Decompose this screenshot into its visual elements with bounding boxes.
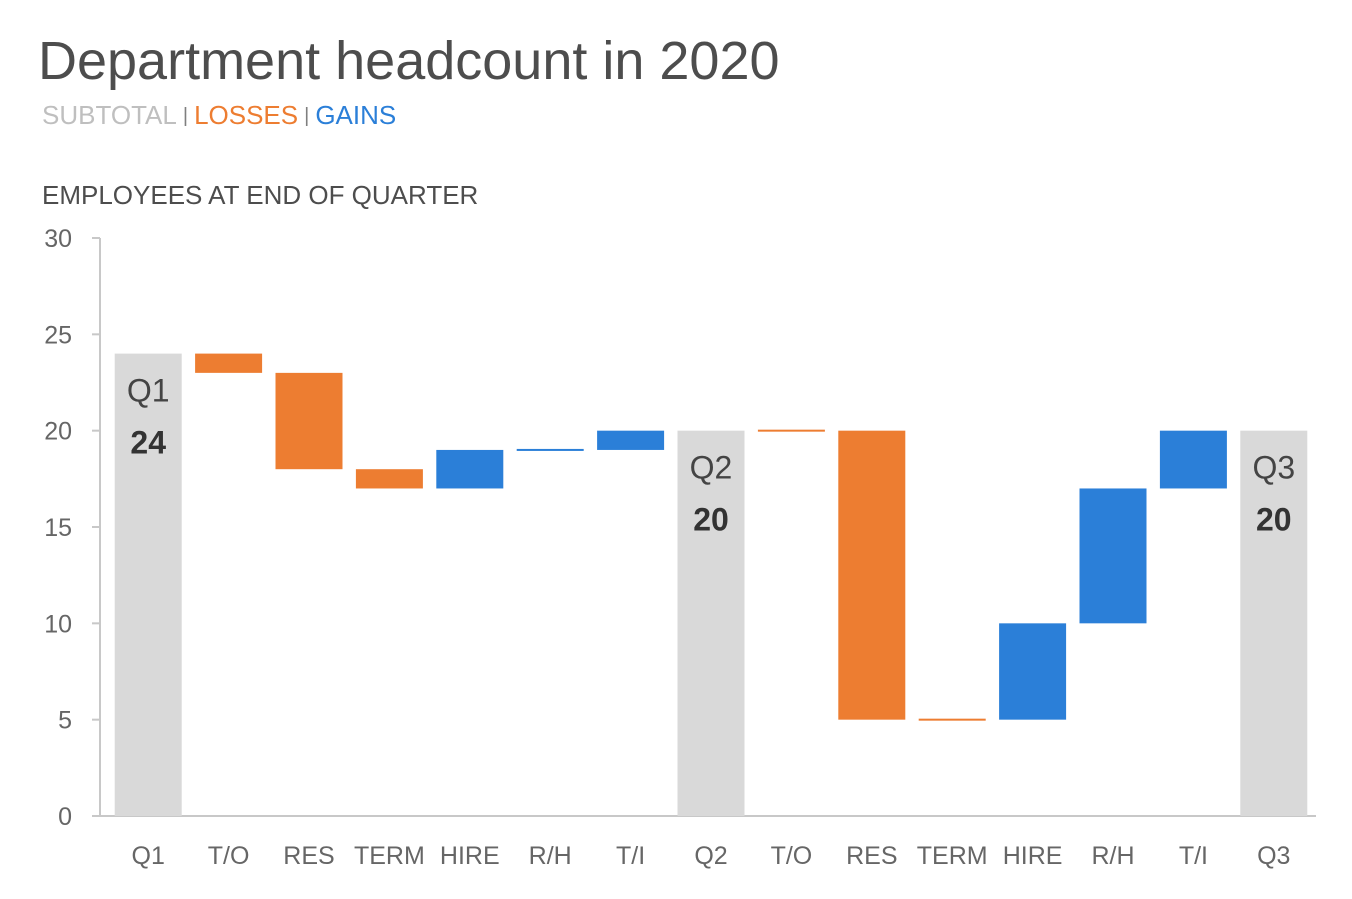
loss-bar bbox=[355, 469, 423, 489]
x-tick-label: T/I bbox=[616, 842, 645, 870]
x-tick-label: R/H bbox=[1091, 842, 1134, 870]
legend: SUBTOTAL | LOSSES | GAINS bbox=[42, 100, 396, 131]
y-tick-label: 10 bbox=[44, 610, 72, 638]
x-tick-label: TERM bbox=[354, 842, 425, 870]
y-tick-label: 0 bbox=[58, 803, 72, 831]
y-tick-label: 20 bbox=[44, 418, 72, 446]
chart-title: Department headcount in 2020 bbox=[38, 31, 780, 91]
gain-bar bbox=[1159, 430, 1227, 489]
loss-bar bbox=[757, 429, 825, 432]
y-axis-label: EMPLOYEES AT END OF QUARTER bbox=[42, 180, 479, 210]
x-tick-label: RES bbox=[283, 842, 334, 870]
x-tick-label: HIRE bbox=[1003, 842, 1063, 870]
data-label: 20 bbox=[693, 502, 729, 538]
gain-bar bbox=[597, 430, 665, 450]
legend-separator: | bbox=[182, 105, 189, 127]
gain-bar bbox=[999, 623, 1067, 720]
gain-bar bbox=[436, 449, 504, 489]
x-tick-label: RES bbox=[846, 842, 897, 870]
subtotal-label-name: Q1 bbox=[127, 373, 170, 409]
legend-subtotal: SUBTOTAL bbox=[42, 100, 177, 130]
subtotal-label-name: Q3 bbox=[1252, 450, 1295, 486]
subtotal-bar bbox=[114, 353, 182, 816]
subtotal-bar bbox=[677, 430, 745, 816]
legend-gains: GAINS bbox=[315, 100, 397, 130]
x-tick-label: T/O bbox=[771, 842, 813, 870]
y-tick-label: 25 bbox=[44, 321, 72, 349]
data-label: 20 bbox=[1256, 502, 1292, 538]
y-tick-label: 5 bbox=[58, 707, 72, 735]
subtotal-label-name: Q2 bbox=[690, 450, 733, 486]
gain-bar bbox=[1079, 488, 1147, 624]
x-tick-label: Q3 bbox=[1257, 842, 1290, 870]
x-tick-label: HIRE bbox=[440, 842, 500, 870]
legend-losses: LOSSES bbox=[194, 100, 299, 130]
x-tick-label: T/O bbox=[208, 842, 250, 870]
gain-bar bbox=[516, 448, 584, 451]
y-tick-label: 30 bbox=[44, 225, 72, 253]
x-tick-label: Q1 bbox=[132, 842, 165, 870]
loss-bar bbox=[275, 372, 343, 470]
loss-bar bbox=[918, 718, 986, 721]
loss-bar bbox=[838, 430, 906, 720]
loss-bar bbox=[195, 353, 263, 373]
data-label: 24 bbox=[130, 425, 166, 461]
y-tick-label: 15 bbox=[44, 514, 72, 542]
subtotal-bar bbox=[1240, 430, 1308, 816]
x-tick-label: R/H bbox=[529, 842, 572, 870]
x-tick-label: Q2 bbox=[694, 842, 727, 870]
legend-separator: | bbox=[304, 105, 310, 127]
x-tick-label: TERM bbox=[917, 842, 988, 870]
x-tick-label: T/I bbox=[1179, 842, 1208, 870]
